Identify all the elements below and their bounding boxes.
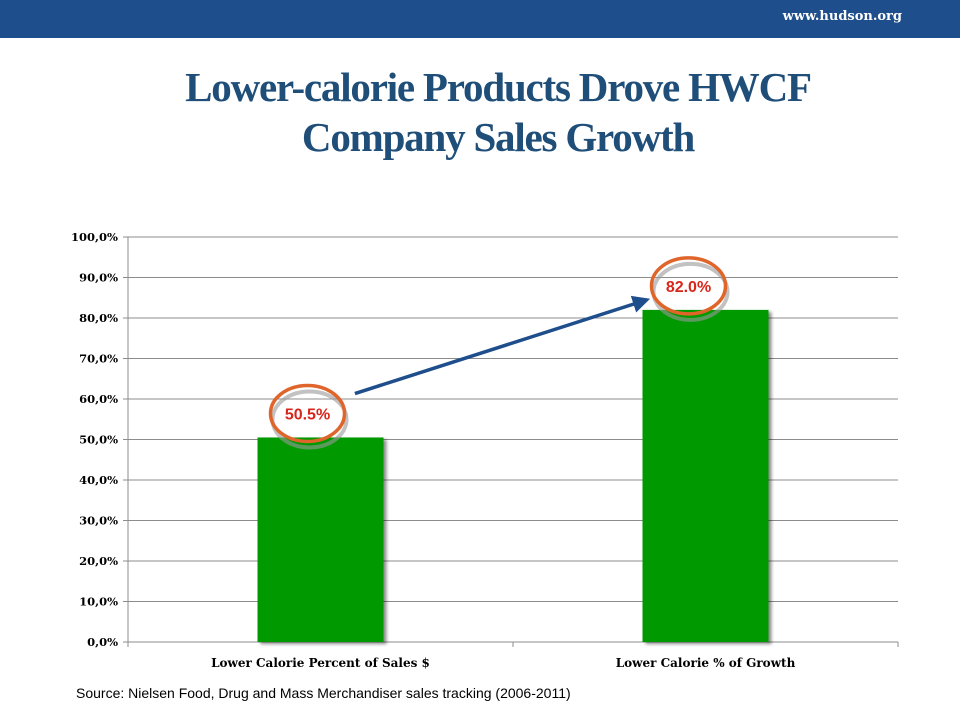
data-label: 50.5% (285, 406, 330, 423)
highlight-circle (649, 256, 728, 316)
bar (257, 437, 384, 642)
x-category-label: Lower Calorie % of Growth (616, 656, 796, 670)
axes: 0,0% 10,0% 20,0% 30,0% 40,0% 50,0% 60,0% 70,0% 8… (71, 230, 899, 670)
y-tick-label: 80,0% (79, 311, 118, 325)
y-tick-label: 10,0% (79, 595, 118, 609)
header-bar: www.hudson.org (0, 0, 960, 38)
y-tick-label: 70,0% (79, 352, 118, 366)
y-tick-label: 0,0% (87, 635, 118, 649)
bars (257, 309, 769, 642)
y-tick-label: 100,0% (71, 230, 118, 244)
gridlines (128, 236, 898, 602)
y-tick-label: 60,0% (79, 392, 118, 406)
x-category-label: Lower Calorie Percent of Sales $ (211, 656, 430, 670)
page-title: Lower-calorie Products Drove HWCF Compan… (0, 62, 960, 162)
data-label: 82.0% (666, 279, 711, 296)
source-note: Source: Nielsen Food, Drug and Mass Merc… (76, 685, 571, 701)
bar (642, 309, 769, 642)
site-url[interactable]: www.hudson.org (782, 9, 902, 24)
y-tick-label: 50,0% (79, 433, 118, 447)
annotations: 50.5% 82.0% (268, 256, 730, 450)
y-tick-label: 90,0% (79, 271, 118, 285)
y-tick-label: 30,0% (79, 514, 118, 528)
highlight-circle (268, 383, 347, 444)
y-tick-label: 40,0% (79, 473, 118, 487)
title-line-2: Company Sales Growth (301, 114, 695, 160)
growth-arrow (354, 295, 651, 396)
y-tick-label: 20,0% (79, 554, 118, 568)
title-line-1: Lower-calorie Products Drove HWCF (185, 64, 812, 110)
